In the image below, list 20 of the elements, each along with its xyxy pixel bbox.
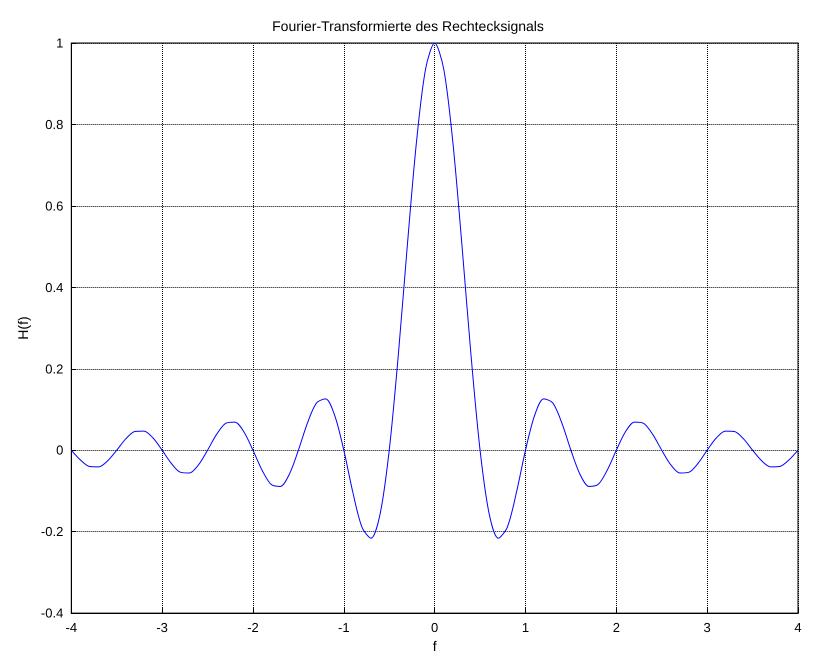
x-tick-label: -4 [66, 620, 78, 636]
x-tick-label: 3 [704, 620, 711, 636]
y-tick-label: -0.2 [40, 524, 64, 540]
x-axis-title: f [432, 638, 437, 654]
x-tick-label: 2 [612, 620, 620, 636]
y-tick-label: 0.2 [45, 361, 64, 376]
y-tick-label: 0 [56, 442, 64, 458]
y-tick-label: 0.6 [45, 198, 64, 214]
y-tick-label: 0.8 [45, 116, 64, 132]
y-tick-label: 1 [56, 36, 64, 50]
x-tick-label: 0 [431, 620, 438, 636]
y-axis-title: H(f) [15, 316, 31, 340]
x-tick-label: 4 [794, 620, 802, 636]
x-tick-label: -1 [338, 620, 350, 636]
y-tick-label: 0.4 [45, 280, 64, 295]
x-tick-label: -3 [156, 620, 168, 636]
y-tick-label: -0.4 [40, 606, 64, 621]
chart-title: Fourier-Transformierte des Rechtecksignals [272, 18, 544, 34]
x-tick-label: -2 [247, 620, 259, 636]
x-tick-label: 1 [522, 620, 530, 636]
